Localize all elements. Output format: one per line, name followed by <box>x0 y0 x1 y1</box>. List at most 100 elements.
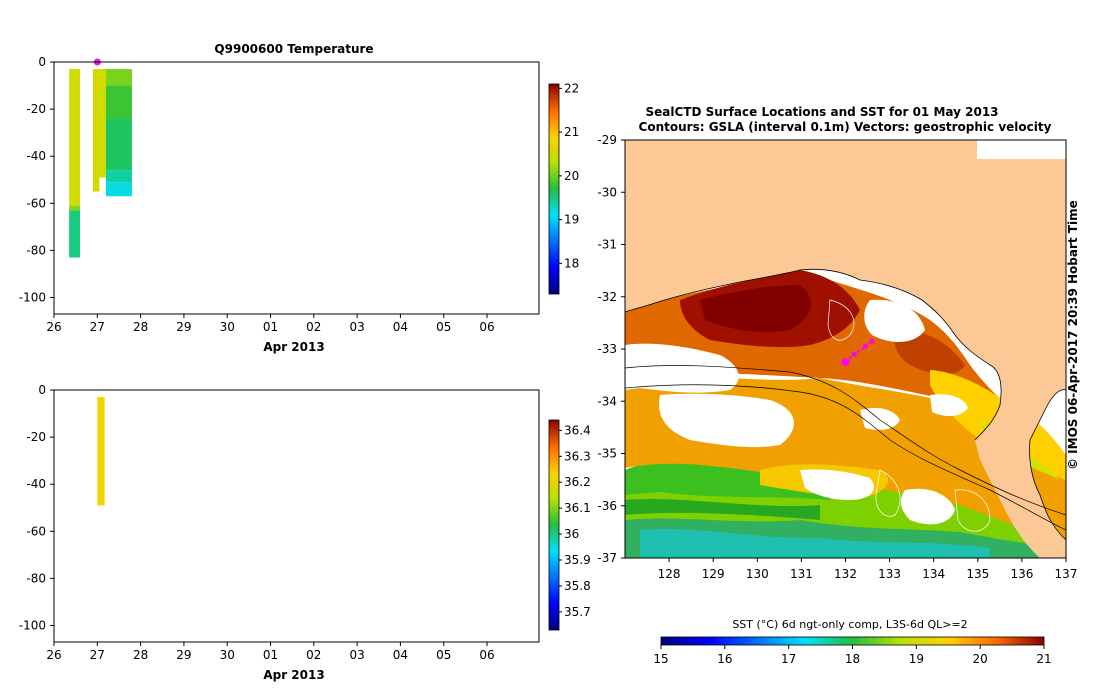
colorbar-tick-label: 36.1 <box>564 501 591 515</box>
sst-colorbar-tick-label: 15 <box>653 652 668 666</box>
profile-cell <box>105 170 132 183</box>
lat-tick-label: -32 <box>597 290 617 304</box>
x-tick-label: 27 <box>90 648 105 662</box>
x-tick-label: 05 <box>436 320 451 334</box>
salinity-y-axis: 0 -20 -40 -60 -80 -100 <box>19 383 54 633</box>
x-tick-label: 06 <box>479 320 494 334</box>
map-longitude-axis: 128 129 130 131 132 133 134 135 136 137 <box>658 558 1078 581</box>
temperature-colorbar <box>548 83 560 295</box>
profile-cell <box>105 118 132 171</box>
x-tick-label: 04 <box>393 648 408 662</box>
temperature-profiles <box>69 58 132 258</box>
x-tick-label: 04 <box>393 320 408 334</box>
x-tick-label: 03 <box>349 320 364 334</box>
lon-tick-label: 136 <box>1010 567 1033 581</box>
lon-tick-label: 137 <box>1055 567 1078 581</box>
x-tick-label: 27 <box>90 320 105 334</box>
land-mass <box>625 140 1066 558</box>
colorbar-tick-label: 20 <box>564 169 579 183</box>
y-tick-label: 0 <box>38 383 46 397</box>
seal-location-point <box>869 338 875 344</box>
sst-map <box>625 140 1066 558</box>
profile-cell <box>99 69 106 178</box>
lat-tick-label: -36 <box>597 499 617 513</box>
temperature-x-label: Apr 2013 <box>263 340 324 354</box>
profile-cell <box>92 69 100 192</box>
x-tick-label: 02 <box>306 648 321 662</box>
x-tick-label: 05 <box>436 648 451 662</box>
map-title-line1: SealCTD Surface Locations and SST for 01… <box>645 105 998 119</box>
y-tick-label: -20 <box>26 102 46 116</box>
y-tick-label: -80 <box>26 571 46 585</box>
lat-tick-label: -33 <box>597 342 617 356</box>
profile-cell <box>105 69 132 86</box>
colorbar-tick-label: 36.4 <box>564 423 591 437</box>
temperature-plot-frame <box>53 61 540 315</box>
coastline-east <box>1029 389 1066 541</box>
colorbar-tick-label: 35.9 <box>564 553 591 567</box>
y-tick-label: -40 <box>26 149 46 163</box>
profile-cell <box>105 182 132 197</box>
imos-timestamp: © IMOS 06-Apr-2017 20:39 Hobart Time <box>1066 200 1080 470</box>
colorbar-tick-label: 36.2 <box>564 475 591 489</box>
x-tick-label: 29 <box>176 648 191 662</box>
seal-location-point <box>862 343 868 349</box>
colorbar-tick-label: 21 <box>564 125 579 139</box>
x-tick-label: 26 <box>46 648 61 662</box>
temperature-panel: Q9900600 Temperature 26 27 28 29 30 01 02 03 04 0… <box>19 42 580 354</box>
colorbar-tick-label: 19 <box>564 213 579 227</box>
profile-cell <box>69 210 80 258</box>
lon-tick-label: 128 <box>658 567 681 581</box>
lat-tick-label: -30 <box>597 185 617 199</box>
salinity-panel: 26 27 28 29 30 01 02 03 04 05 06 0 -20 -40 -60 -80 -100… <box>19 383 591 682</box>
seal-track-line <box>844 340 873 363</box>
x-tick-label: 30 <box>220 648 235 662</box>
colorbar-tick-label: 35.7 <box>564 605 591 619</box>
salinity-profiles <box>97 397 105 506</box>
lat-tick-label: -37 <box>597 551 617 565</box>
lon-tick-label: 129 <box>702 567 725 581</box>
lat-tick-label: -35 <box>597 447 617 461</box>
y-tick-label: -60 <box>26 524 46 538</box>
sst-map-panel: SealCTD Surface Locations and SST for 01… <box>597 105 1080 666</box>
sst-colorbar-label: SST (°C) 6d ngt-only comp, L3S-6d QL>=2 <box>732 618 967 631</box>
sst-colorbar-tick-label: 20 <box>973 652 988 666</box>
map-title-line2: Contours: GSLA (interval 0.1m) Vectors: … <box>639 120 1052 134</box>
lat-tick-label: -31 <box>597 238 617 252</box>
x-tick-label: 30 <box>220 320 235 334</box>
seal-location-point <box>851 351 857 357</box>
lon-tick-label: 134 <box>922 567 945 581</box>
profile-cell <box>69 69 80 206</box>
salinity-plot-frame <box>53 389 540 643</box>
colorbar-tick-label: 18 <box>564 256 579 270</box>
colorbar-tick-label: 35.8 <box>564 579 591 593</box>
seal-location-point <box>841 358 850 367</box>
sst-colorbar-tick-label: 21 <box>1036 652 1051 666</box>
y-tick-label: -100 <box>19 291 46 305</box>
colorbar-tick-label: 36.3 <box>564 449 591 463</box>
salinity-x-axis: 26 27 28 29 30 01 02 03 04 05 06 <box>46 642 495 662</box>
temperature-title: Q9900600 Temperature <box>214 42 373 56</box>
y-tick-label: -20 <box>26 430 46 444</box>
profile-cell <box>97 397 105 506</box>
lon-tick-label: 132 <box>834 567 857 581</box>
sst-colorbar-tick-label: 19 <box>909 652 924 666</box>
sst-field <box>625 270 1066 558</box>
x-tick-label: 01 <box>263 648 278 662</box>
lon-tick-label: 135 <box>966 567 989 581</box>
x-tick-label: 28 <box>133 648 148 662</box>
x-tick-label: 03 <box>349 648 364 662</box>
lat-tick-label: -34 <box>597 394 617 408</box>
x-tick-label: 02 <box>306 320 321 334</box>
seal-track <box>841 338 875 367</box>
sst-colorbar-ticks: 15 16 17 18 19 20 21 <box>653 645 1052 666</box>
profile-cell <box>105 85 132 119</box>
y-tick-label: -40 <box>26 477 46 491</box>
y-tick-label: 0 <box>38 55 46 69</box>
gsla-contour-positive <box>875 469 901 517</box>
x-tick-label: 06 <box>479 648 494 662</box>
y-tick-label: -100 <box>19 619 46 633</box>
gsla-contour <box>625 365 1066 516</box>
salinity-colorbar <box>548 419 560 631</box>
y-tick-label: -60 <box>26 196 46 210</box>
